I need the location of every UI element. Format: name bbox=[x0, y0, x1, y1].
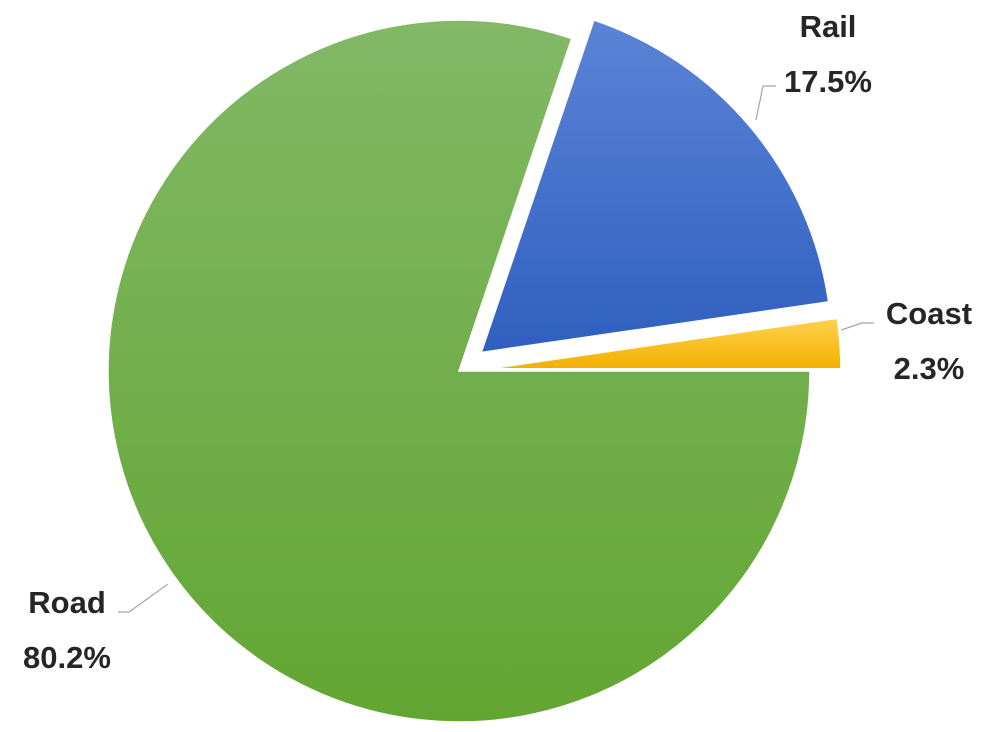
pie-slice-coast bbox=[489, 317, 842, 370]
rail-percent-label: 17.5% bbox=[784, 64, 872, 99]
road-category-label: Road bbox=[28, 585, 106, 620]
rail-leader-line bbox=[755, 85, 776, 121]
coast-percent-label: 2.3% bbox=[894, 351, 965, 386]
data-labels: Road 80.2% Rail 17.5% Coast 2.3% bbox=[23, 9, 972, 675]
pie-slice-rail bbox=[480, 19, 830, 354]
leader-lines bbox=[118, 85, 874, 613]
rail-category-label: Rail bbox=[800, 9, 857, 44]
coast-category-label: Coast bbox=[886, 296, 972, 331]
road-leader-line bbox=[118, 583, 169, 613]
road-percent-label: 80.2% bbox=[23, 640, 111, 675]
pie-slice-road bbox=[107, 19, 811, 723]
coast-leader-line bbox=[840, 322, 874, 331]
pie-slices bbox=[107, 19, 842, 723]
